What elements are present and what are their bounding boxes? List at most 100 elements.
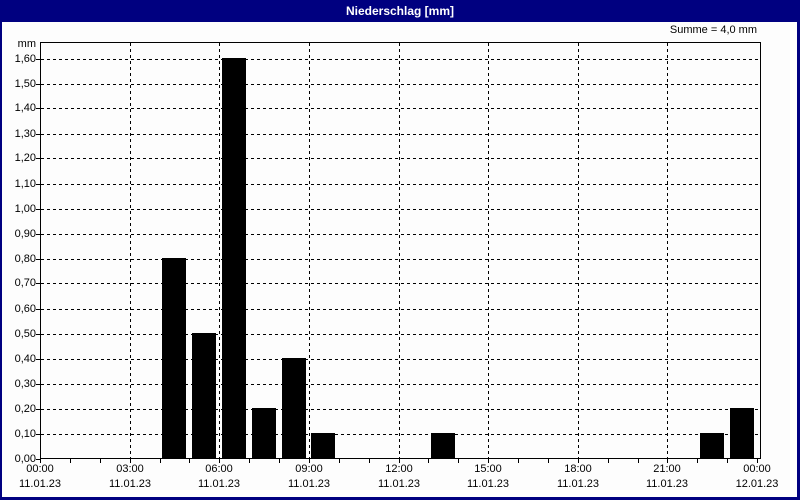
y-axis-tick [36,334,40,335]
x-axis-tick [578,459,579,463]
x-axis-date-label: 11.01.23 [18,478,61,490]
h-gridline [41,309,760,310]
y-axis-tick-label: 1,40 [14,102,36,114]
y-axis-tick-label: 1,50 [14,78,36,90]
x-axis-tick [249,459,250,463]
x-axis-time-label: 15:00 [474,463,502,475]
x-axis-tick [339,459,340,463]
h-gridline [41,334,760,335]
h-gridline [41,158,760,159]
window-border-bottom [0,497,800,500]
x-axis-tick [428,459,429,463]
y-axis-tick [36,209,40,210]
y-axis-tick [36,384,40,385]
h-gridline [41,234,760,235]
x-axis-time-label: 00:00 [26,463,54,475]
h-gridline [41,359,760,360]
y-axis-tick-label: 1,20 [14,152,36,164]
y-axis-tick-label: 1,60 [14,53,36,65]
y-axis-tick [36,283,40,284]
y-axis-tick-label: 0,60 [14,303,36,315]
h-gridline [41,84,760,85]
h-gridline [41,409,760,410]
precipitation-bar [431,433,455,458]
h-gridline [41,108,760,109]
v-gridline [399,43,400,458]
x-axis-tick [608,459,609,463]
v-gridline [578,43,579,458]
y-axis-unit-label: mm [17,38,36,50]
x-axis-tick [697,459,698,463]
x-axis-tick [667,459,668,463]
plot-area [36,42,761,463]
x-axis-tick [488,459,489,463]
sum-label: Summe = 4,0 mm [669,24,757,36]
precipitation-bar [222,58,246,458]
v-gridline [130,43,131,458]
v-gridline [667,43,668,458]
y-axis-tick-label: 0,00 [14,453,36,465]
h-gridline [41,184,760,185]
x-axis-tick [399,459,400,463]
x-axis-date-label: 11.01.23 [645,478,688,490]
x-axis-date-label: 11.01.23 [197,478,240,490]
window-border-left [0,0,2,500]
window-title: Niederschlag [mm] [345,4,455,18]
v-gridline [219,43,220,458]
y-axis-tick-label: 0,20 [14,403,36,415]
y-axis-tick-label: 1,00 [14,203,36,215]
x-axis-tick [757,459,758,463]
h-gridline [41,283,760,284]
x-axis-tick [638,459,639,463]
x-axis-tick [100,459,101,463]
x-axis-tick [309,459,310,463]
y-axis-tick-label: 0,90 [14,228,36,240]
x-axis-tick [40,459,41,463]
y-axis-tick [36,409,40,410]
x-axis-tick [458,459,459,463]
y-axis-tick [36,108,40,109]
y-axis-tick-label: 0,80 [14,253,36,265]
h-gridline [41,134,760,135]
window-border-right [797,0,800,500]
precipitation-bar [730,408,754,458]
x-axis-date-label: 11.01.23 [466,478,509,490]
h-gridline [41,434,760,435]
x-axis-time-label: 09:00 [295,463,323,475]
precipitation-bar [700,433,724,458]
y-axis-tick-label: 0,50 [14,328,36,340]
x-axis-date-label: 11.01.23 [556,478,599,490]
y-axis-tick [36,234,40,235]
y-axis-tick [36,134,40,135]
h-gridline [41,259,760,260]
window-titlebar: Niederschlag [mm] [0,0,800,22]
y-axis-tick [36,359,40,360]
x-axis-tick [548,459,549,463]
x-axis-time-label: 00:00 [743,463,771,475]
x-axis-tick [160,459,161,463]
h-gridline [41,384,760,385]
v-gridline [488,43,489,458]
x-axis-tick [727,459,728,463]
precipitation-bar [192,333,216,458]
y-axis-tick [36,259,40,260]
x-axis-tick [219,459,220,463]
x-axis-tick [369,459,370,463]
y-axis-tick [36,59,40,60]
y-axis-tick-label: 1,10 [14,178,36,190]
y-axis-tick [36,459,40,460]
x-axis-time-label: 21:00 [653,463,681,475]
x-axis-tick [70,459,71,463]
x-axis-tick [130,459,131,463]
x-axis-time-label: 18:00 [564,463,592,475]
precipitation-bar [162,258,186,458]
x-axis-time-label: 03:00 [116,463,144,475]
y-axis-tick-label: 0,30 [14,378,36,390]
y-axis-tick [36,309,40,310]
v-gridline [309,43,310,458]
x-axis-date-label: 11.01.23 [287,478,330,490]
y-axis-tick-label: 1,30 [14,128,36,140]
y-axis-tick-label: 0,70 [14,277,36,289]
h-gridline [41,59,760,60]
